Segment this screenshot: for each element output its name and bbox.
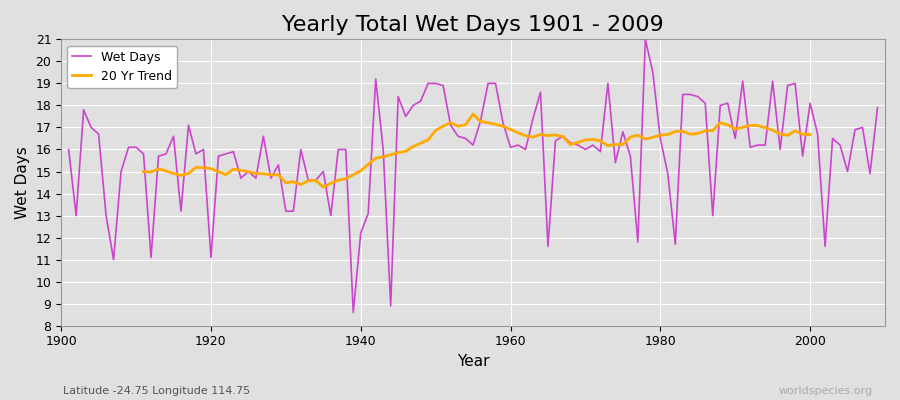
Wet Days [513, 143, 524, 148]
Wet Days [505, 145, 516, 150]
Y-axis label: Wet Days: Wet Days [15, 146, 30, 219]
Title: Yearly Total Wet Days 1901 - 2009: Yearly Total Wet Days 1901 - 2009 [283, 15, 664, 35]
20 Yr Trend [318, 185, 328, 190]
20 Yr Trend [347, 172, 358, 177]
Wet Days [63, 147, 74, 152]
20 Yr Trend [468, 112, 479, 116]
Wet Days [333, 147, 344, 152]
Line: Wet Days: Wet Days [68, 39, 878, 312]
Wet Days [288, 209, 299, 214]
Wet Days [347, 310, 358, 315]
Wet Days [872, 105, 883, 110]
20 Yr Trend [789, 128, 800, 133]
20 Yr Trend [805, 132, 815, 137]
Wet Days [640, 37, 651, 42]
20 Yr Trend [228, 167, 238, 172]
Wet Days [602, 81, 613, 86]
20 Yr Trend [707, 128, 718, 133]
20 Yr Trend [138, 169, 148, 174]
20 Yr Trend [617, 142, 628, 147]
Legend: Wet Days, 20 Yr Trend: Wet Days, 20 Yr Trend [68, 46, 177, 88]
20 Yr Trend [723, 122, 734, 127]
Line: 20 Yr Trend: 20 Yr Trend [143, 114, 810, 187]
Wet Days [123, 145, 134, 150]
Text: worldspecies.org: worldspecies.org [778, 386, 873, 396]
Text: Latitude -24.75 Longitude 114.75: Latitude -24.75 Longitude 114.75 [63, 386, 250, 396]
X-axis label: Year: Year [457, 354, 490, 369]
